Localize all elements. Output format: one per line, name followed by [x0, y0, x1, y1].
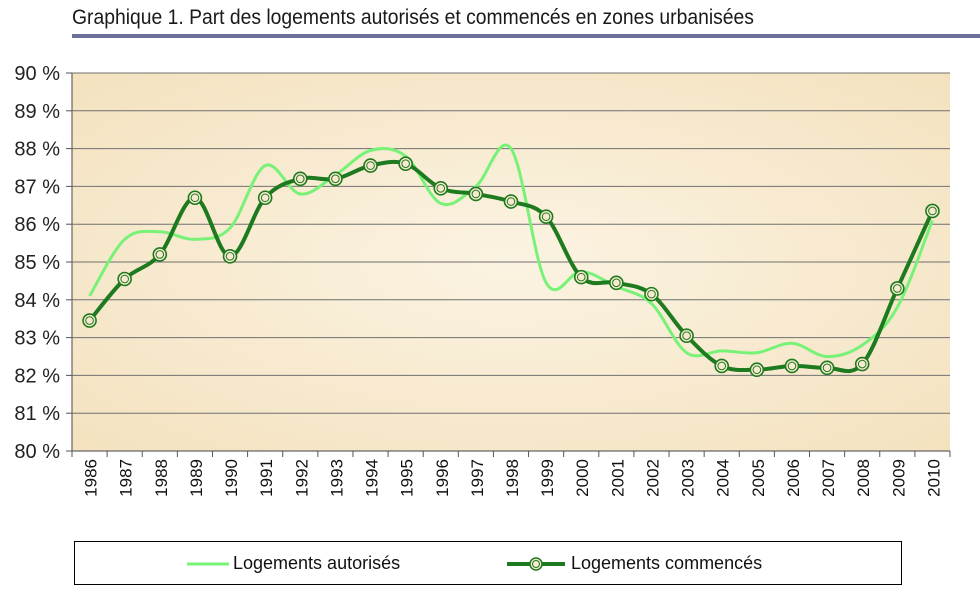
x-tick-label: 1991: [257, 459, 276, 497]
data-point-commences: [222, 249, 238, 264]
y-tick-label: 83 %: [14, 328, 60, 350]
title-underline: [72, 34, 980, 38]
x-tick-label: 1996: [433, 459, 452, 497]
x-tick-label: 2007: [819, 459, 838, 497]
x-tick-label: 1995: [398, 459, 417, 497]
data-point-commences: [679, 328, 694, 344]
chart-title: Graphique 1. Part des logements autorisé…: [72, 6, 754, 29]
x-tick-label: 2002: [643, 459, 662, 497]
data-point-commences: [749, 362, 765, 378]
x-tick-label: 1997: [468, 459, 487, 497]
data-point-commences: [468, 186, 484, 202]
x-tick-label: 1987: [117, 459, 136, 497]
y-tick-label: 87 %: [14, 176, 60, 198]
data-point-commences: [573, 269, 589, 285]
x-tick-label: 1994: [363, 459, 382, 497]
data-point-commences: [854, 356, 870, 372]
x-tick-label: 1999: [538, 459, 557, 497]
data-point-commences: [328, 171, 343, 187]
x-tick-label: 2008: [854, 459, 873, 497]
x-tick-label: 1988: [152, 459, 171, 497]
data-point-commences: [609, 275, 624, 291]
x-tick-label: 2004: [714, 459, 733, 497]
x-axis-tick-labels: 1986 1987 1988 1989 1990 1991 1992 1993 1994 1995…: [71, 451, 951, 497]
data-point-commences: [925, 203, 940, 219]
x-tick-label: 1986: [82, 459, 101, 497]
y-tick-label: 80 %: [14, 441, 60, 463]
data-point-commences: [363, 158, 378, 173]
series-line-autorises: [88, 143, 934, 359]
legend-label-commences: Logements commencés: [571, 553, 763, 573]
x-tick-label: 2000: [573, 459, 592, 497]
y-tick-label: 86 %: [14, 214, 60, 236]
y-tick-label: 84 %: [14, 290, 60, 312]
y-axis-tick-labels: 80 % 81 % 82 % 83 % 84 % 85 % 86 % 87 % 88 % 89 %…: [14, 63, 72, 463]
data-point-commences: [784, 358, 800, 374]
y-tick-label: 88 %: [14, 139, 60, 161]
title-block: Graphique 1. Part des logements autorisé…: [72, 4, 980, 38]
data-point-commences: [714, 358, 730, 374]
data-point-commences: [433, 180, 449, 196]
x-tick-label: 1992: [292, 459, 311, 497]
x-tick-label: 1989: [187, 459, 206, 497]
x-tick-label: 2006: [784, 459, 803, 497]
data-point-commences: [117, 271, 132, 287]
y-tick-label: 85 %: [14, 252, 60, 274]
legend-swatch-commences: [507, 557, 565, 571]
y-tick-label: 82 %: [14, 365, 60, 387]
x-tick-label: 2009: [889, 459, 908, 497]
data-point-commences: [292, 171, 308, 187]
y-tick-label: 81 %: [14, 403, 60, 425]
data-point-commences: [819, 360, 835, 376]
line-chart: 80 % 81 % 82 % 83 % 84 % 85 % 86 % 87 % 88 % 89 %…: [14, 63, 951, 497]
x-tick-label: 1990: [222, 459, 241, 497]
data-point-commences: [187, 190, 203, 206]
x-tick-label: 2005: [749, 459, 768, 497]
x-tick-label: 2003: [679, 459, 698, 497]
data-point-commences: [503, 194, 519, 209]
data-point-commences: [257, 190, 273, 206]
x-tick-label: 2001: [608, 459, 627, 497]
data-point-commences: [398, 156, 413, 172]
y-tick-label: 89 %: [14, 101, 60, 123]
x-tick-label: 2010: [924, 459, 943, 497]
x-tick-label: 1998: [503, 459, 522, 497]
legend: Logements autorisés Logements commencés: [74, 541, 902, 585]
legend-label-autorises: Logements autorisés: [233, 553, 401, 573]
data-point-commences: [82, 313, 97, 328]
legend-swatch-autorises: [187, 562, 229, 566]
data-point-commences: [644, 286, 659, 302]
data-point-commences: [890, 281, 905, 296]
data-point-commences: [538, 209, 554, 224]
data-point-commences: [152, 247, 168, 262]
series-layer: [82, 143, 940, 378]
y-tick-label: 90 %: [14, 63, 60, 85]
x-tick-label: 1993: [327, 459, 346, 497]
